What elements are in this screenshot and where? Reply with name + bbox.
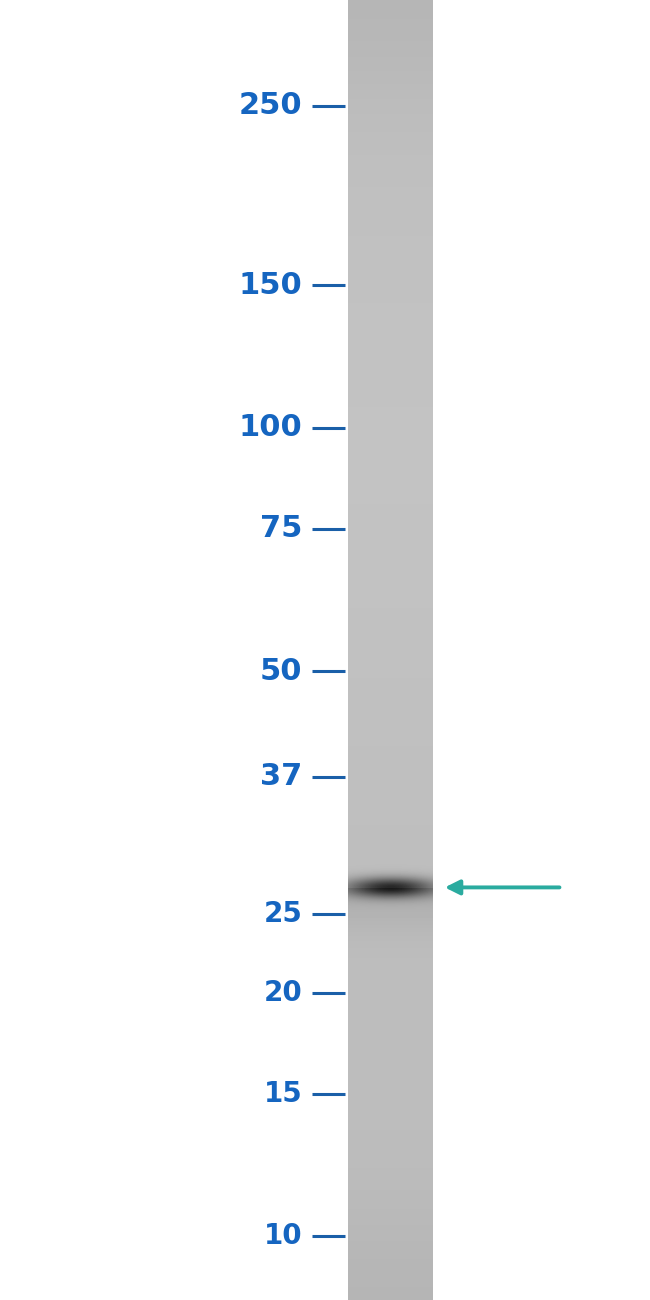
Text: 15: 15	[263, 1080, 302, 1108]
Text: 150: 150	[239, 270, 302, 300]
Text: 20: 20	[263, 979, 302, 1006]
Text: 25: 25	[263, 901, 302, 928]
Text: 100: 100	[239, 413, 302, 442]
Text: 10: 10	[264, 1222, 302, 1251]
Text: 50: 50	[260, 656, 302, 685]
Text: 37: 37	[260, 762, 302, 792]
Text: 250: 250	[239, 91, 302, 121]
Text: 75: 75	[260, 515, 302, 543]
